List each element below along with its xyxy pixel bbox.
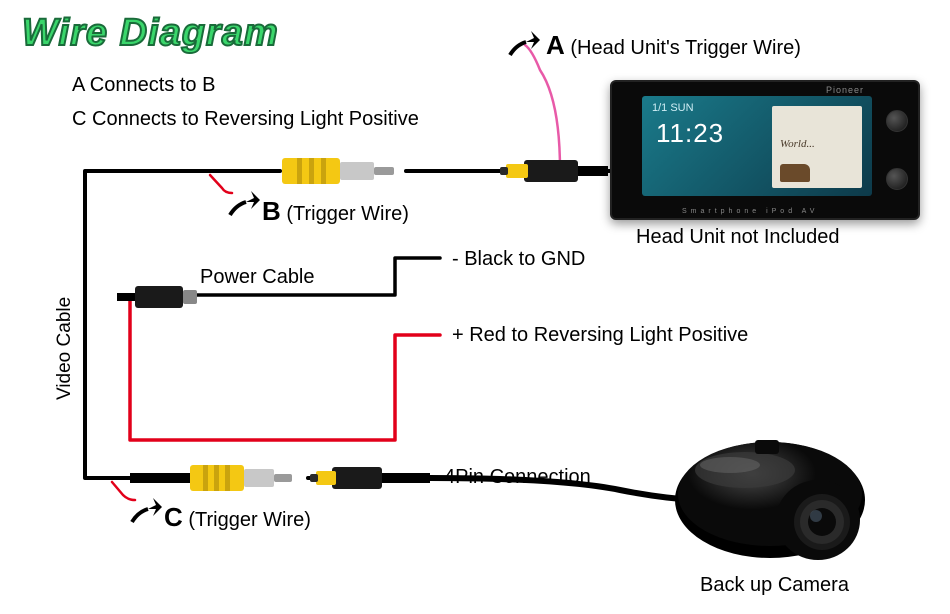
power-cable-label: Power Cable (200, 266, 315, 289)
red-positive-label: + Red to Reversing Light Positive (452, 324, 748, 347)
head-unit-date: 1/1 SUN (652, 102, 694, 114)
wire-power-red-main (130, 300, 440, 440)
wire-trigger-C-red (112, 482, 135, 500)
label-b: B (Trigger Wire) (262, 196, 409, 227)
head-unit: Pioneer 1/1 SUN 11:23 World... Smartphon… (610, 80, 920, 220)
album-text: World... (780, 138, 815, 150)
arrow-b (230, 191, 260, 215)
wire-trigger-A-pink (525, 45, 560, 170)
black-gnd-label: - Black to GND (452, 248, 585, 271)
arrow-a (510, 31, 540, 55)
wire-trigger-B-red (210, 175, 232, 193)
rca-female-top (500, 160, 608, 182)
label-b-desc: (Trigger Wire) (286, 203, 409, 225)
knob-top (886, 110, 908, 132)
label-c-desc: (Trigger Wire) (188, 509, 311, 531)
letter-b: B (262, 196, 281, 226)
letter-a: A (546, 30, 565, 60)
head-unit-album: World... (772, 106, 862, 188)
head-unit-bottom-icons: Smartphone iPod AV (682, 208, 818, 215)
backup-camera-label: Back up Camera (700, 574, 849, 597)
arrow-c (132, 498, 162, 522)
rca-male-bottom (130, 465, 292, 491)
letter-c: C (164, 502, 183, 532)
video-cable-label: Video Cable (54, 297, 76, 400)
head-unit-note: Head Unit not Included (636, 226, 839, 249)
head-unit-time: 11:23 (656, 118, 724, 149)
head-unit-screen: 1/1 SUN 11:23 World... (642, 96, 872, 196)
label-c: C (Trigger Wire) (164, 502, 311, 533)
album-car-icon (780, 164, 810, 182)
wire-video-cable-main (85, 171, 280, 478)
head-unit-brand: Pioneer (826, 85, 864, 95)
rca-male-top (282, 158, 394, 184)
rca-female-bottom (310, 467, 430, 489)
knob-bottom (886, 168, 908, 190)
backup-camera-icon (675, 440, 865, 560)
four-pin-label: 4Pin Connection (444, 466, 591, 489)
label-a: A (Head Unit's Trigger Wire) (546, 30, 801, 61)
label-a-desc: (Head Unit's Trigger Wire) (570, 37, 801, 59)
